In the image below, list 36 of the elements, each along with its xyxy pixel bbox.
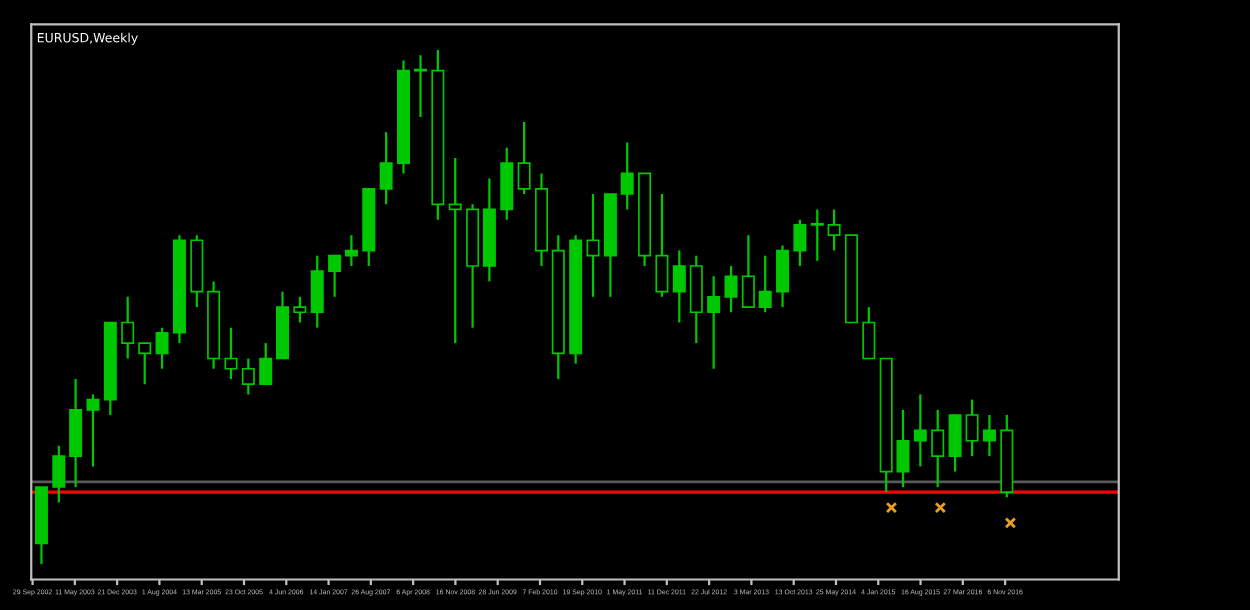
candlestick <box>827 208 841 252</box>
candlestick <box>982 413 996 458</box>
candlestick <box>793 218 807 268</box>
candlestick <box>965 398 979 458</box>
candlestick <box>69 377 83 489</box>
candlestick <box>121 295 135 360</box>
candlestick <box>86 393 100 468</box>
candlestick <box>689 254 703 345</box>
candlestick <box>500 146 514 221</box>
candlestick <box>52 444 66 504</box>
candlestick <box>862 305 876 360</box>
candlestick <box>776 244 790 309</box>
candlestick <box>138 341 152 386</box>
candlestick <box>586 192 600 298</box>
candlestick <box>293 295 307 324</box>
candlestick <box>241 357 255 396</box>
candlestick <box>448 156 462 345</box>
candlestick <box>724 264 738 314</box>
candlestick <box>379 131 393 206</box>
candlestick <box>517 120 531 196</box>
candlestick <box>948 413 962 473</box>
candlestick <box>620 141 634 211</box>
candlestick <box>913 393 927 468</box>
candlestick <box>328 254 342 298</box>
candlestick <box>259 341 273 386</box>
candlestick <box>224 326 238 381</box>
candlestick <box>931 408 945 489</box>
candlestick <box>655 192 669 298</box>
candlestick <box>310 254 324 329</box>
candlestick <box>344 234 358 268</box>
candlestick <box>741 234 755 309</box>
candlestick <box>758 254 772 314</box>
candlestick <box>155 326 169 370</box>
candlestick <box>810 208 824 262</box>
candlestick <box>672 249 686 324</box>
candlestick <box>707 275 721 370</box>
